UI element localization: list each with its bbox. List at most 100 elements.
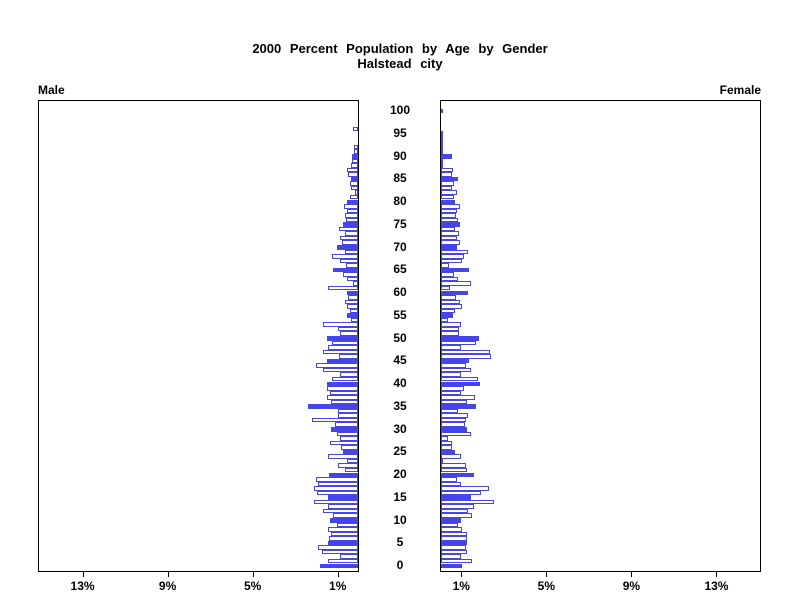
age-tick-label-55: 55 bbox=[393, 307, 407, 322]
male-bar-age-44 bbox=[316, 363, 358, 368]
male-percent-tick-1 bbox=[337, 572, 339, 577]
female-bar-age-100 bbox=[441, 108, 444, 114]
female-percent-tick-13 bbox=[716, 572, 718, 577]
male-percent-label-9: 9% bbox=[158, 579, 177, 593]
age-axis: 0 5 10 15 20 25 30 35 40 45 50 55 60 65 70 75 80 85 90 95 10… bbox=[360, 100, 440, 572]
female-bar-age-58 bbox=[441, 299, 460, 305]
female-bar-age-33 bbox=[441, 413, 469, 418]
female-bar-age-61 bbox=[441, 285, 450, 291]
male-bar-age-77 bbox=[345, 213, 358, 218]
male-bar-age-79 bbox=[344, 204, 358, 209]
female-bar-age-83 bbox=[441, 185, 452, 191]
female-bar-age-49 bbox=[441, 340, 476, 346]
female-bar-age-9 bbox=[441, 522, 459, 528]
male-bar-age-18 bbox=[317, 481, 358, 487]
male-bar-age-54 bbox=[351, 317, 358, 323]
male-bar-age-91 bbox=[353, 149, 358, 154]
male-bar-age-50 bbox=[326, 336, 358, 341]
female-bar-age-66 bbox=[441, 263, 449, 268]
male-bar-age-65 bbox=[333, 267, 358, 273]
female-bar-age-51 bbox=[441, 331, 460, 336]
female-bar-age-78 bbox=[441, 208, 457, 214]
chart-subtitle: Halstead city bbox=[357, 56, 443, 71]
male-bar-age-25 bbox=[343, 449, 358, 455]
female-bar-age-34 bbox=[441, 408, 458, 414]
female-bar-age-64 bbox=[441, 272, 455, 277]
female-bar-age-48 bbox=[441, 345, 461, 350]
female-bar-age-6 bbox=[441, 536, 468, 541]
male-percent-tick-5 bbox=[252, 572, 254, 577]
female-bar-age-13 bbox=[441, 504, 474, 509]
male-bar-age-23 bbox=[346, 458, 358, 464]
male-bar-age-49 bbox=[331, 340, 358, 346]
male-bar-age-71 bbox=[342, 240, 358, 245]
female-bar-age-35 bbox=[441, 404, 477, 409]
female-bar-age-88 bbox=[441, 163, 444, 168]
female-bar-age-32 bbox=[441, 417, 466, 423]
female-bar-age-53 bbox=[441, 322, 461, 327]
female-percent-tick-5 bbox=[546, 572, 548, 577]
female-bar-age-12 bbox=[441, 508, 469, 514]
male-percent-label-5: 5% bbox=[243, 579, 262, 593]
age-tick-label-10: 10 bbox=[393, 512, 407, 527]
male-bar-age-85 bbox=[350, 176, 358, 182]
female-bar-age-45 bbox=[441, 358, 470, 364]
male-bar-age-42 bbox=[339, 372, 358, 377]
male-bar-age-34 bbox=[337, 408, 358, 414]
male-percent-label-13: 13% bbox=[70, 579, 95, 593]
female-bar-age-21 bbox=[441, 467, 468, 473]
male-bar-age-58 bbox=[344, 299, 358, 305]
male-bar-age-38 bbox=[329, 390, 358, 396]
female-bar-age-0 bbox=[441, 563, 462, 569]
male-bar-age-8 bbox=[328, 527, 358, 532]
female-bar-age-47 bbox=[441, 349, 490, 355]
male-bar-age-80 bbox=[346, 199, 358, 205]
male-bar-age-40 bbox=[326, 381, 358, 387]
male-bar-age-63 bbox=[346, 276, 358, 282]
age-tick-label-0: 0 bbox=[396, 558, 404, 572]
female-bar-age-93 bbox=[441, 140, 443, 145]
age-tick-label-70: 70 bbox=[393, 239, 407, 254]
male-bar-age-7 bbox=[331, 531, 358, 537]
female-bar-age-37 bbox=[441, 395, 476, 400]
male-bar-age-67 bbox=[339, 258, 358, 264]
male-bar-age-32 bbox=[311, 417, 358, 423]
age-tick-label-20: 20 bbox=[393, 467, 407, 481]
male-bar-age-75 bbox=[343, 222, 358, 227]
female-bar-age-56 bbox=[441, 308, 456, 314]
male-bar-age-64 bbox=[343, 272, 358, 277]
female-bar-age-77 bbox=[441, 213, 456, 218]
female-bar-age-23 bbox=[441, 458, 444, 464]
male-percent-tick-9 bbox=[167, 572, 169, 577]
male-bar-age-26 bbox=[340, 445, 358, 450]
female-bar-age-41 bbox=[441, 376, 479, 382]
male-bar-age-0 bbox=[319, 563, 358, 569]
female-bar-age-52 bbox=[441, 326, 460, 332]
female-bar-age-68 bbox=[441, 254, 464, 259]
male-bar-age-83 bbox=[350, 185, 358, 191]
female-bar-age-84 bbox=[441, 181, 455, 186]
male-bar-age-43 bbox=[322, 367, 358, 373]
age-tick-label-90: 90 bbox=[393, 148, 407, 163]
female-bar-age-30 bbox=[441, 427, 468, 432]
female-bar-age-67 bbox=[441, 258, 462, 264]
age-tick-label-30: 30 bbox=[393, 421, 407, 436]
male-bar-age-72 bbox=[339, 235, 358, 241]
age-tick-label-50: 50 bbox=[393, 330, 407, 345]
female-bar-age-31 bbox=[441, 422, 466, 427]
male-bar-age-4 bbox=[317, 545, 358, 550]
male-bar-age-68 bbox=[331, 254, 358, 259]
female-bar-age-59 bbox=[441, 295, 456, 300]
male-bar-age-1 bbox=[327, 558, 358, 564]
male-plot-area bbox=[38, 100, 359, 572]
female-percent-label-9: 9% bbox=[622, 579, 641, 593]
age-tick-label-35: 35 bbox=[393, 398, 407, 413]
age-tick-label-65: 65 bbox=[393, 262, 407, 277]
male-bar-age-12 bbox=[323, 508, 358, 514]
female-bar-age-17 bbox=[441, 486, 489, 491]
male-bar-age-30 bbox=[331, 427, 358, 432]
age-tick-label-5: 5 bbox=[396, 535, 404, 550]
male-bar-age-16 bbox=[316, 490, 358, 496]
male-bar-age-47 bbox=[323, 349, 358, 355]
